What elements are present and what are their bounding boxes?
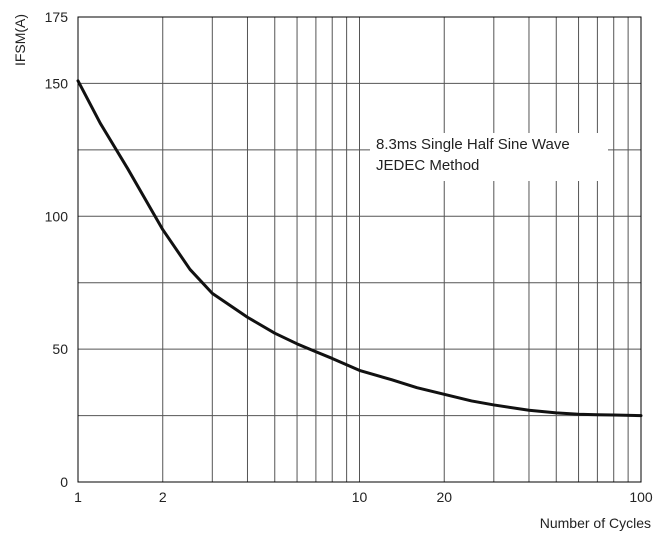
y-tick-labels: 0 50 100 150 175 (45, 9, 69, 490)
annotation-group: 8.3ms Single Half Sine Wave JEDEC Method (370, 133, 608, 181)
annotation-line-1: 8.3ms Single Half Sine Wave (376, 136, 570, 153)
x-tick-label: 100 (629, 489, 653, 505)
series-group (76, 79, 643, 418)
y-tick-label: 50 (52, 341, 68, 357)
y-tick-label: 150 (45, 75, 69, 91)
y-tick-label: 175 (45, 9, 69, 25)
x-axis-label: Number of Cycles (540, 515, 651, 531)
y-tick-label: 0 (60, 474, 68, 490)
y-tick-label: 100 (45, 208, 69, 224)
series-line (76, 79, 643, 418)
plot-frame (77, 16, 642, 483)
x-tick-label: 1 (74, 489, 82, 505)
y-axis-label: IFSM(A) (12, 14, 28, 66)
x-tick-labels: 1 2 10 20 100 (74, 489, 653, 505)
annotation-line-2: JEDEC Method (376, 157, 479, 174)
x-tick-label: 10 (352, 489, 368, 505)
x-tick-label: 20 (436, 489, 452, 505)
x-tick-label: 2 (159, 489, 167, 505)
annotation-background (370, 133, 608, 181)
